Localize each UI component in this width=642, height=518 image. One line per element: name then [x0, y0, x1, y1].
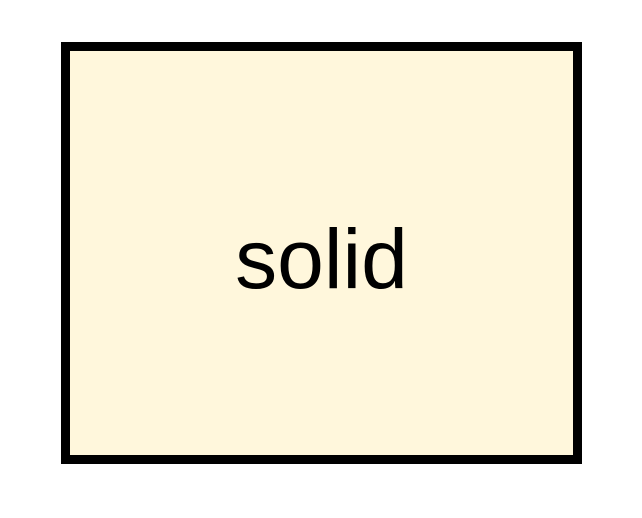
diagram-node: solid — [61, 42, 582, 464]
node-label: solid — [235, 212, 408, 306]
